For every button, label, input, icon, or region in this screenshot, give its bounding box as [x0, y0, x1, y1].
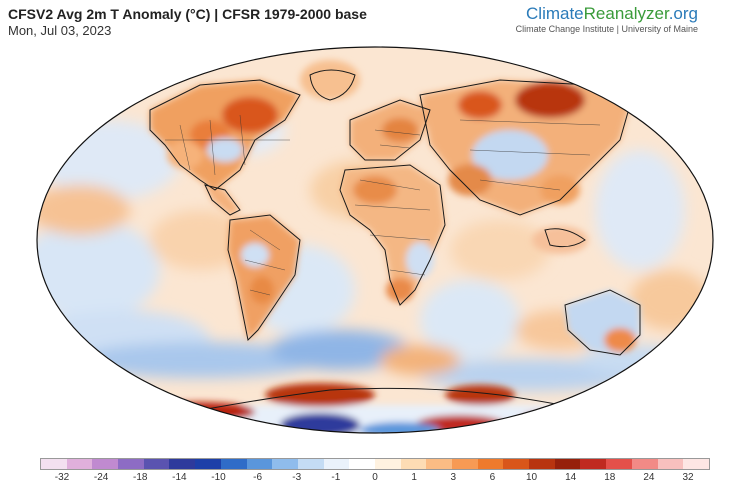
color-scale-tick-label: -1	[331, 472, 341, 483]
color-scale-swatch	[426, 459, 452, 469]
color-scale-tick-label: 32	[682, 472, 694, 483]
color-scale-swatch	[143, 459, 170, 469]
color-scale-swatch	[41, 459, 67, 469]
globe-outline	[36, 46, 714, 434]
color-scale-swatch	[118, 459, 144, 469]
color-scale-tick-label: 6	[489, 472, 496, 483]
brand-logo-part: Reanalyzer	[583, 4, 669, 23]
color-scale-tick-label: 18	[604, 472, 616, 483]
brand-tagline: Climate Change Institute | University of…	[515, 24, 698, 34]
color-scale-swatch	[554, 459, 581, 469]
color-scale-swatch	[246, 459, 273, 469]
world-map	[0, 40, 750, 450]
color-scale-tick-label: -3	[292, 472, 302, 483]
color-scale-tick-label: -24	[93, 472, 109, 483]
color-scale-tick-label: -18	[133, 472, 148, 483]
brand-logo-part: .org	[668, 4, 698, 23]
color-scale-swatch	[349, 459, 375, 469]
color-scale-swatch	[477, 459, 504, 469]
color-scale-swatch	[683, 459, 709, 469]
borders	[165, 114, 601, 296]
color-scale-swatch	[92, 459, 119, 469]
color-scale-swatch	[400, 459, 427, 469]
color-scale-tick-label: 3	[450, 472, 457, 483]
land-anomalies	[145, 60, 640, 433]
color-scale-swatch	[220, 459, 247, 469]
color-scale-tick-label: -32	[54, 472, 70, 483]
color-scale-tick-label: -10	[211, 472, 226, 483]
color-scale-swatch	[297, 459, 324, 469]
color-scale-bar	[40, 458, 710, 470]
color-scale-tick-label: -6	[253, 472, 263, 483]
color-scale-swatch	[657, 459, 684, 469]
color-scale-tick-label: 10	[525, 472, 538, 483]
color-scale-tick-label: 0	[372, 472, 378, 483]
color-scale-swatch	[169, 459, 196, 469]
brand-logo-part: Climate	[526, 4, 584, 23]
color-scale-tick-label: 24	[643, 472, 655, 483]
brand-logo[interactable]: ClimateReanalyzer.org	[526, 4, 698, 24]
color-scale-swatch	[503, 459, 530, 469]
color-scale-tick-label: 14	[565, 472, 577, 483]
color-scale-swatch	[606, 459, 632, 469]
color-scale-swatch	[323, 459, 350, 469]
color-scale-swatch	[195, 459, 221, 469]
color-scale-swatch	[631, 459, 658, 469]
color-scale-swatch	[272, 459, 298, 469]
color-scale-tick-label: -14	[172, 472, 187, 483]
color-scale-ticks: -32 -24 -18 -14 -10 -6 -3 -1 0 1 3 6 10 14 18 24 32	[40, 472, 710, 486]
color-scale-swatch	[452, 459, 478, 469]
color-scale-swatch	[374, 459, 401, 469]
color-scale-swatch	[66, 459, 93, 469]
temperature-anomaly-map	[36, 46, 714, 434]
color-scale-swatch	[529, 459, 555, 469]
chart-date: Mon, Jul 03, 2023	[8, 23, 112, 38]
color-scale-swatch	[580, 459, 607, 469]
chart-title: CFSV2 Avg 2m T Anomaly (°C) | CFSR 1979-…	[8, 6, 367, 22]
color-scale-tick-label: 1	[411, 472, 417, 483]
